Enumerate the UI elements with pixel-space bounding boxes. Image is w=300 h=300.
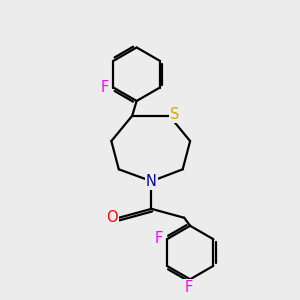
Text: F: F — [154, 231, 163, 246]
Text: O: O — [106, 210, 118, 225]
Text: S: S — [170, 107, 179, 122]
Text: N: N — [146, 174, 157, 189]
Text: F: F — [184, 280, 193, 295]
Text: F: F — [101, 80, 109, 95]
